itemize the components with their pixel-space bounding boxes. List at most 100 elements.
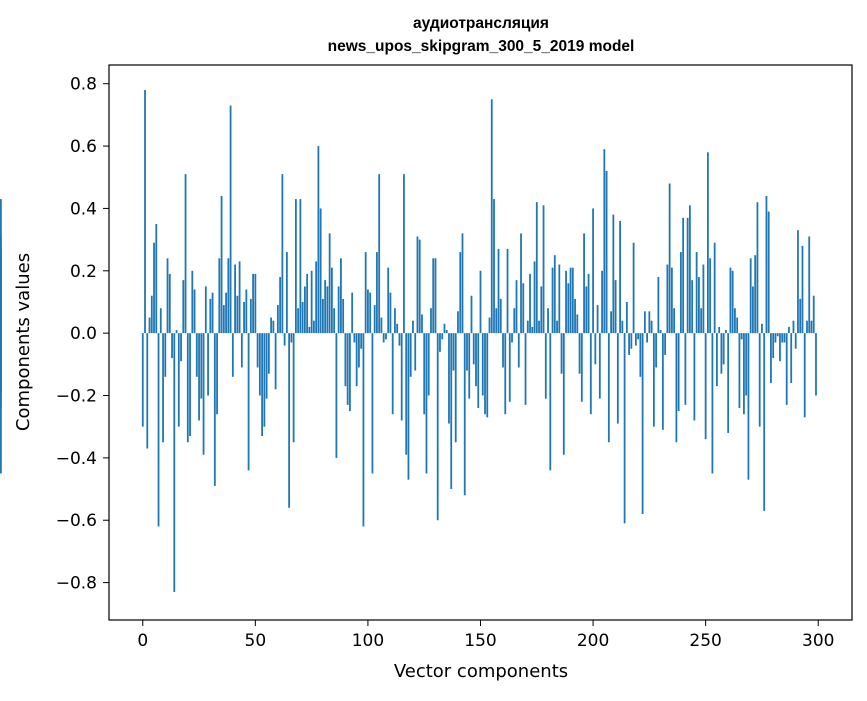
bar [779,333,781,362]
bar [195,333,198,377]
bar [499,298,502,334]
bar [141,333,144,427]
bar [583,233,585,334]
bar [709,258,712,334]
bar [168,273,171,334]
bar [227,258,230,334]
bar [373,305,376,334]
bar [797,230,799,334]
y-tick-label: 0.2 [70,262,97,282]
bar [213,333,216,486]
bar [666,264,669,334]
bar [153,242,155,334]
bar [423,333,426,415]
bar [513,308,516,334]
bars-series [0,89,817,592]
bar [159,308,162,334]
bar [670,267,673,334]
bar [664,333,667,355]
bar [542,205,545,334]
bar [466,333,468,371]
bar [229,105,232,334]
y-tick-label: −0.2 [56,387,97,407]
bar [531,326,534,334]
bar [263,333,266,427]
y-tick-label: −0.4 [56,449,97,469]
bar [580,333,583,402]
bar [222,305,225,334]
bar [673,308,676,334]
plot-frame [108,64,853,621]
bar [306,273,309,334]
bar [657,277,660,334]
bar [385,333,387,340]
bar [220,195,223,334]
bar [403,174,405,334]
bar [625,301,628,334]
bar [655,333,658,368]
bar [288,333,291,508]
bar [355,333,358,387]
bar [294,199,297,334]
bar [360,333,363,349]
bar [409,333,412,377]
bar [592,208,594,334]
bar [382,333,385,343]
bar [533,261,536,334]
bar [682,217,685,334]
x-tick-label: 0 [137,631,148,651]
bar [272,320,275,334]
bar [416,236,419,334]
bar [477,333,480,408]
bar [803,333,806,418]
bar [164,333,167,377]
chart-title: аудиотрансляция [413,15,549,32]
bar [189,333,191,437]
bar [211,292,214,334]
bar [551,267,554,334]
bar [544,333,547,399]
bar [279,277,282,334]
bar [684,333,687,405]
bar [776,333,779,337]
bar [461,233,464,334]
bar [506,248,509,334]
bar [285,252,288,334]
bar [720,333,723,374]
bar [193,289,196,334]
bar [367,289,369,334]
bar [177,333,180,427]
bar [412,320,414,334]
bar [558,264,561,334]
bar [283,333,286,346]
y-axis-label: Components values [13,253,34,431]
bar [648,311,651,334]
bar [758,333,761,427]
bar [630,333,633,349]
bar [628,333,630,355]
bar [445,330,448,334]
bar [799,298,802,334]
y-tick-label: 0.0 [70,324,97,344]
bar [792,320,795,334]
bar [454,333,457,443]
bar [380,317,383,334]
bar [346,333,349,405]
bar [443,323,446,334]
bar [812,295,815,334]
bar [321,298,324,334]
bar [362,333,365,527]
bar [218,258,221,334]
bar [569,267,572,334]
bar [785,333,788,405]
bar [488,317,491,334]
bar [349,333,351,412]
bar [529,273,531,334]
bar [515,280,518,334]
bar [725,330,727,334]
bar [157,333,160,527]
bar [407,333,410,480]
bar [198,333,200,421]
